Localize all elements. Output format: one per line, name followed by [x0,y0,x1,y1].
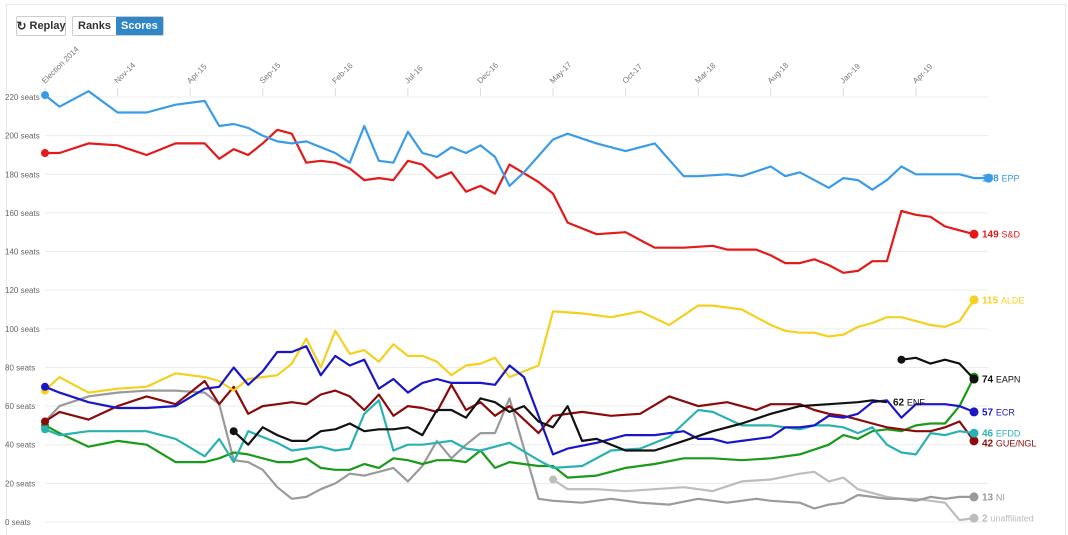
y-tick-label: 160 seats [5,209,40,218]
series-start-point [41,417,49,426]
series-end-point [969,229,979,239]
series-line-s-d [45,128,975,274]
end-label-epp: 178 EPP [982,174,1019,185]
y-tick-label: 200 seats [5,132,40,141]
series-start-point [229,427,238,436]
end-label-value: 42 [982,438,996,449]
end-label-ni: 13 NI [982,492,1005,503]
series-start-point [41,149,49,158]
end-label-efdd: 46 EFDD [982,429,1021,440]
view-toggle: Ranks Scores [72,16,164,36]
y-tick-label: 80 seats [5,363,35,372]
end-label-series: ENF [907,398,926,408]
end-label-gue-ngl: 42 GUE/NGL [982,438,1036,449]
series-start-point [41,425,49,434]
x-tick-label: Mar-18 [693,61,718,86]
series-end-point [969,374,979,384]
chart-frame [6,4,1066,535]
series-end-point [984,173,994,183]
end-label-series: GUE/NGL [996,438,1037,448]
x-tick-label: Aug-18 [766,60,791,85]
x-tick-label: Jul-16 [403,63,425,85]
x-tick-label: Oct-17 [621,62,645,86]
replay-label: Replay [29,20,66,32]
x-tick-label: Dec-16 [476,60,501,85]
x-tick-label: Jan-19 [838,61,862,85]
end-label-value: 2 [982,514,990,525]
end-label-eapn: 74 EAPN [982,375,1020,386]
end-label-value: 13 [982,492,996,503]
ranks-tab[interactable]: Ranks [73,17,117,35]
end-label-series: EAPN [996,375,1021,385]
y-tick-label: 100 seats [5,325,40,334]
y-tick-label: 40 seats [5,441,35,450]
x-tick-label: Feb-16 [330,61,355,86]
series-end-point [969,407,979,417]
end-label-series: unaffiliated [990,514,1033,524]
series-line-ni [44,389,974,510]
series-line-greens [44,376,975,479]
x-tick-label: Apr-15 [185,62,209,86]
end-label-series: ECR [996,407,1016,417]
refresh-icon: ↻ [16,19,27,33]
end-label-alde: 115 ALDE [982,295,1024,306]
x-tick-label: Election 2014 [40,44,81,85]
series-line-efdd [44,399,975,469]
end-label-value: 178 [982,174,1001,185]
end-label-value: 149 [982,230,1001,241]
y-tick-label: 0 seats [5,518,31,527]
end-label-value: 74 [982,375,996,386]
series-start-point [41,382,49,391]
end-label-s-d: 149 S&D [982,230,1020,241]
end-label-enf: 62 ENF [893,398,925,409]
end-label-series: NI [996,492,1005,502]
end-label-series: EPP [1001,174,1019,184]
series-line-alde [44,299,975,394]
x-tick-label: Nov-14 [113,60,138,85]
end-label-series: ALDE [1001,295,1025,305]
series-end-point [969,492,979,502]
end-label-series: S&D [1001,230,1020,240]
y-tick-label: 180 seats [5,170,40,179]
series-start-point [41,91,49,100]
end-label-value: 62 [893,398,907,409]
x-tick-label: Apr-19 [911,62,935,86]
series-line-eapn-segment [901,356,975,380]
end-label-series: EFDD [996,429,1021,439]
series-line-unaffiliated [552,470,975,522]
y-tick-label: 60 seats [5,402,35,411]
series-line-epp [44,90,989,191]
series-line-eapn [232,397,888,452]
end-label-value: 46 [982,429,996,440]
series-end-point [969,513,979,523]
end-label-value: 57 [982,407,996,418]
x-tick-label: Sep-15 [258,60,283,85]
y-tick-label: 140 seats [5,248,40,257]
replay-button[interactable]: ↻ Replay [16,16,66,36]
end-label-ecr: 57 ECR [982,407,1015,418]
scores-tab[interactable]: Scores [116,17,163,35]
x-tick-label: May-17 [548,60,574,86]
series-line-gue-ngl [44,379,975,442]
series-end-point [969,295,979,305]
series-end-point [969,436,979,446]
series-end-point [969,428,979,438]
series-start-point [549,475,558,484]
series-start-point [897,355,906,364]
end-label-unaffiliated: 2 unaffiliated [982,514,1034,525]
end-label-value: 115 [982,295,1001,306]
series-line-ecr [44,345,975,456]
y-tick-label: 120 seats [5,286,40,295]
y-tick-label: 20 seats [5,479,35,488]
y-tick-label: 220 seats [5,93,40,102]
